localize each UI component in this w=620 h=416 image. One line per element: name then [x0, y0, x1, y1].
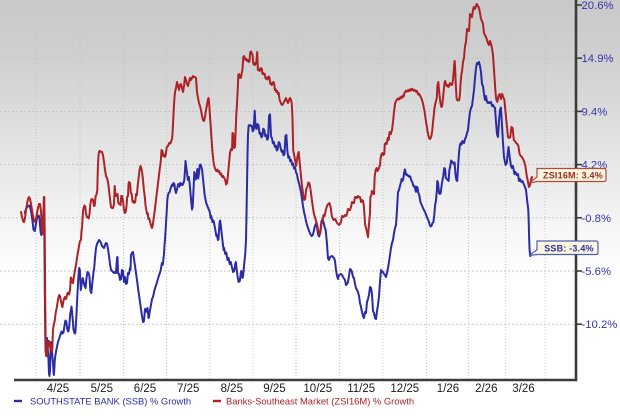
svg-text:10/25: 10/25: [303, 383, 332, 395]
svg-text:12/25: 12/25: [390, 383, 419, 395]
svg-text:-10.2%: -10.2%: [582, 319, 618, 331]
svg-text:4/25: 4/25: [47, 383, 69, 395]
svg-text:1/26: 1/26: [437, 383, 459, 395]
svg-text:-0.8%: -0.8%: [582, 213, 612, 225]
svg-text:ZSI16M: 3.4%: ZSI16M: 3.4%: [543, 171, 603, 181]
svg-text:SOUTHSTATE BANK (SSB) % Growth: SOUTHSTATE BANK (SSB) % Growth: [30, 396, 191, 407]
svg-text:9/25: 9/25: [263, 383, 285, 395]
svg-text:3/26: 3/26: [512, 383, 534, 395]
svg-text:14.9%: 14.9%: [582, 53, 614, 65]
svg-text:8/25: 8/25: [221, 383, 243, 395]
svg-text:6/25: 6/25: [134, 383, 156, 395]
svg-text:7/25: 7/25: [177, 383, 199, 395]
svg-text:Banks-Southeast Market (ZSI16M: Banks-Southeast Market (ZSI16M) % Growth: [226, 396, 414, 407]
svg-text:9.4%: 9.4%: [582, 106, 608, 118]
svg-text:2/26: 2/26: [475, 383, 497, 395]
svg-text:SSB: -3.4%: SSB: -3.4%: [544, 243, 594, 253]
svg-text:20.6%: 20.6%: [582, 0, 614, 12]
svg-text:-5.6%: -5.6%: [582, 266, 612, 278]
svg-text:5/25: 5/25: [91, 383, 113, 395]
svg-text:11/25: 11/25: [347, 383, 375, 395]
